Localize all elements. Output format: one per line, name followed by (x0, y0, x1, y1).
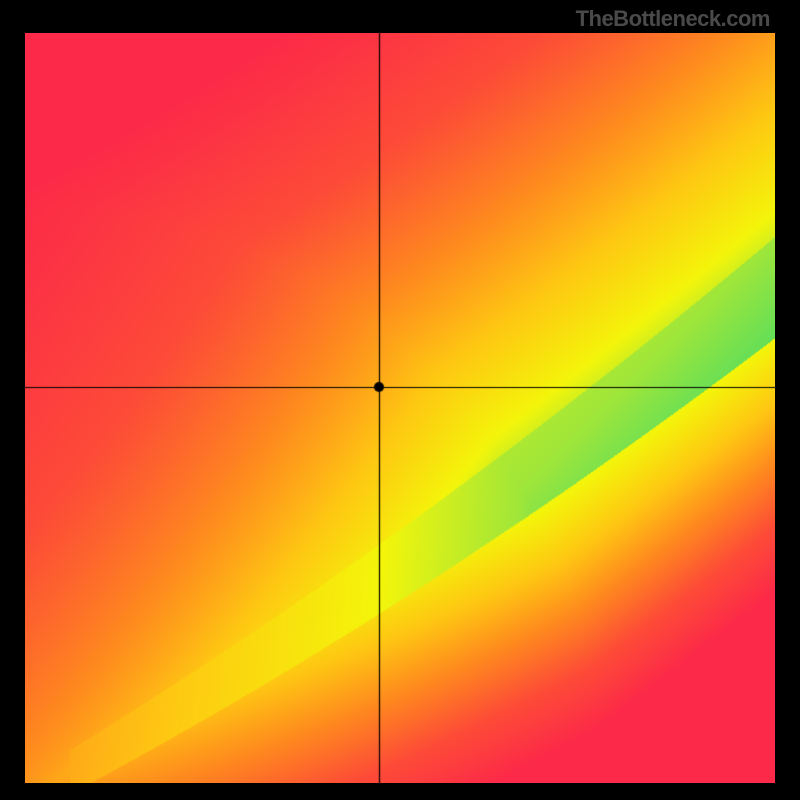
chart-container: TheBottleneck.com (0, 0, 800, 800)
watermark-text: TheBottleneck.com (576, 6, 770, 32)
heatmap-plot (25, 33, 775, 783)
heatmap-canvas (25, 33, 775, 783)
